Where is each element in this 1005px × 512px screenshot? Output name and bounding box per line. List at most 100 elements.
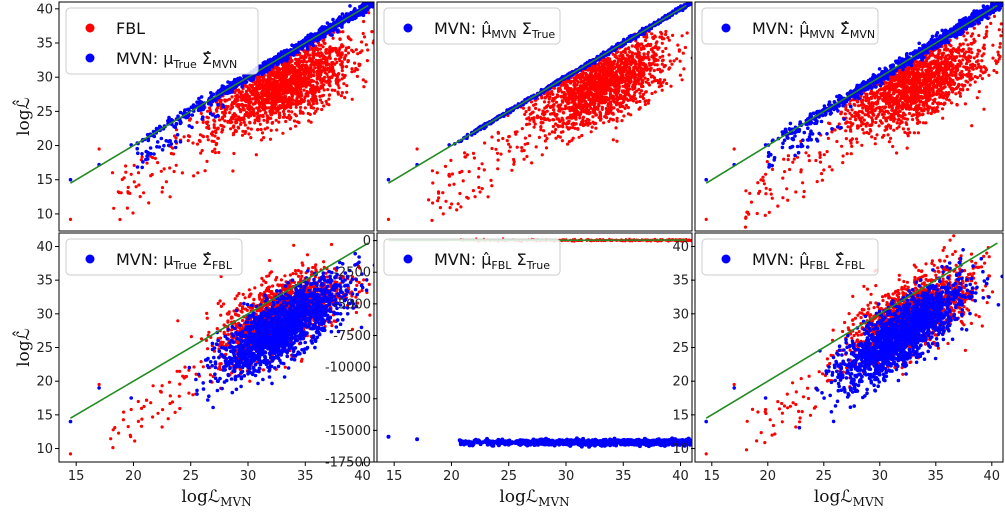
data-point xyxy=(354,48,358,52)
data-point xyxy=(348,17,352,22)
data-point xyxy=(240,133,245,137)
data-point xyxy=(595,89,599,93)
data-point xyxy=(643,102,648,107)
data-point xyxy=(463,155,467,159)
data-point xyxy=(560,107,565,111)
data-point xyxy=(265,106,269,110)
data-point xyxy=(264,86,268,91)
data-point xyxy=(523,142,527,146)
data-point xyxy=(653,34,657,38)
data-point xyxy=(590,73,594,78)
data-point xyxy=(604,106,608,111)
data-point xyxy=(269,112,273,116)
data-point xyxy=(188,118,192,122)
data-point xyxy=(144,157,148,162)
data-point xyxy=(625,87,629,91)
data-point xyxy=(304,60,309,64)
data-point xyxy=(151,156,155,160)
data-point xyxy=(327,103,331,107)
data-point xyxy=(210,113,215,117)
data-point xyxy=(441,191,445,195)
data-point xyxy=(591,66,595,70)
data-point xyxy=(593,105,597,109)
data-point xyxy=(528,112,532,116)
data-point xyxy=(609,83,613,87)
data-point xyxy=(606,103,610,108)
data-point xyxy=(477,166,481,171)
data-point xyxy=(678,73,683,77)
data-point xyxy=(368,0,372,1)
data-point xyxy=(579,90,583,94)
data-point xyxy=(617,57,621,61)
data-point xyxy=(573,87,577,91)
data-point xyxy=(244,104,248,108)
data-point xyxy=(556,125,561,129)
data-point xyxy=(471,151,476,155)
data-point xyxy=(207,126,211,131)
data-point xyxy=(254,85,258,90)
data-point xyxy=(269,77,273,81)
data-point xyxy=(233,97,237,101)
data-point xyxy=(235,104,239,108)
data-point xyxy=(304,68,308,72)
data-point xyxy=(328,45,332,49)
data-point xyxy=(361,9,366,14)
data-point xyxy=(554,122,558,126)
data-point xyxy=(206,124,210,128)
data-point xyxy=(582,91,586,95)
data-point xyxy=(195,120,199,124)
data-point xyxy=(621,53,625,58)
data-point xyxy=(324,51,328,55)
data-point xyxy=(216,136,220,140)
data-point xyxy=(614,126,618,130)
data-point xyxy=(601,96,605,101)
data-point xyxy=(313,111,317,115)
data-point xyxy=(496,167,500,171)
data-point xyxy=(609,60,613,64)
data-point xyxy=(533,122,537,126)
data-point xyxy=(215,141,219,146)
data-point xyxy=(531,110,535,114)
data-point xyxy=(183,108,187,112)
data-point xyxy=(318,98,322,102)
data-point xyxy=(647,61,652,65)
data-point xyxy=(272,111,276,115)
data-point xyxy=(220,116,224,120)
data-point xyxy=(97,147,101,151)
data-point xyxy=(480,187,484,191)
data-point xyxy=(340,25,344,29)
data-point xyxy=(480,162,484,166)
data-point xyxy=(456,202,460,206)
data-point xyxy=(609,100,613,104)
data-point xyxy=(300,79,304,83)
data-point xyxy=(284,104,288,108)
data-point xyxy=(203,169,207,173)
data-point xyxy=(341,44,345,48)
data-point xyxy=(322,104,326,108)
data-point xyxy=(561,100,565,104)
data-point xyxy=(329,28,334,33)
data-point xyxy=(648,72,652,76)
data-point xyxy=(310,68,314,72)
data-point xyxy=(555,112,559,117)
data-point xyxy=(341,73,345,77)
data-point xyxy=(364,2,368,6)
data-point xyxy=(270,100,275,104)
data-point xyxy=(452,182,456,186)
data-point xyxy=(315,107,319,111)
data-point xyxy=(340,52,344,56)
data-point xyxy=(294,105,298,109)
data-point xyxy=(235,96,240,100)
data-point xyxy=(515,145,519,149)
data-point xyxy=(528,134,532,138)
data-point xyxy=(620,119,624,123)
data-point xyxy=(658,78,662,82)
data-point xyxy=(281,92,285,96)
data-point xyxy=(289,116,293,120)
data-point xyxy=(548,112,553,116)
data-point xyxy=(554,100,559,104)
data-point xyxy=(543,117,547,122)
data-point xyxy=(656,58,660,62)
data-point xyxy=(490,146,494,151)
data-point xyxy=(247,94,251,98)
